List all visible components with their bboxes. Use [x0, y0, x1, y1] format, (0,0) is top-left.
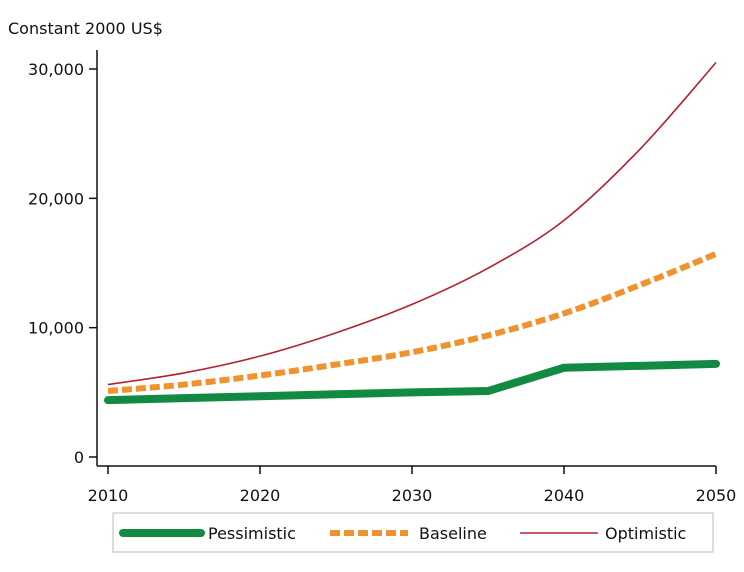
legend: Pessimistic Baseline Optimistic — [112, 512, 714, 553]
y-tick-label: 10,000 — [28, 319, 84, 338]
series-line-baseline — [107, 251, 718, 395]
series-line-pessimistic — [104, 359, 720, 405]
y-axis-label: Constant 2000 US$ — [8, 19, 163, 38]
y-ticks: 0 10,000 20,000 30,000 — [28, 60, 97, 467]
y-tick-label: 20,000 — [28, 189, 84, 208]
x-tick-label: 2010 — [88, 486, 129, 505]
axes — [96, 50, 716, 467]
x-tick-label: 2050 — [696, 486, 737, 505]
x-tick-label: 2030 — [392, 486, 433, 505]
legend-label-optimistic: Optimistic — [605, 524, 686, 543]
legend-label-baseline: Baseline — [419, 524, 487, 543]
legend-label-pessimistic: Pessimistic — [208, 524, 296, 543]
x-tick-label: 2020 — [240, 486, 281, 505]
series-line-optimistic — [107, 62, 717, 386]
x-tick-label: 2040 — [544, 486, 585, 505]
y-tick-label: 30,000 — [28, 60, 84, 79]
x-ticks: 2010 2020 2030 2040 2050 — [88, 466, 737, 505]
legend-box — [112, 512, 714, 553]
series-lines — [104, 62, 720, 405]
y-tick-label: 0 — [74, 448, 84, 467]
